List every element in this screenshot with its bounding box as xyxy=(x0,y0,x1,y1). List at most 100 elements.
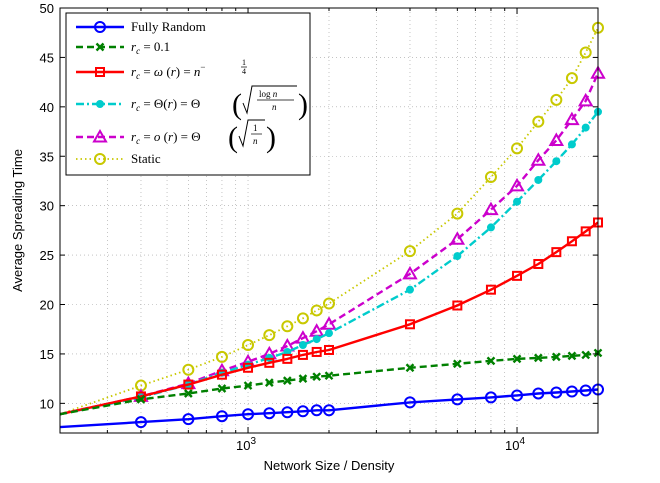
data-point xyxy=(581,123,590,132)
data-point xyxy=(310,304,323,317)
data-point xyxy=(296,405,309,418)
data-point xyxy=(483,201,499,216)
data-point xyxy=(215,410,228,423)
data-point xyxy=(403,245,416,258)
data-point xyxy=(311,346,322,357)
data-point xyxy=(551,352,561,362)
data-point xyxy=(282,353,293,364)
plot-series xyxy=(59,21,606,429)
series-5 xyxy=(59,21,604,416)
series-0 xyxy=(59,383,604,429)
y-tick-label: 35 xyxy=(40,149,54,164)
y-tick-label: 40 xyxy=(40,100,54,115)
legend-sample-marker xyxy=(95,67,105,77)
data-point xyxy=(566,236,577,247)
data-point xyxy=(242,339,255,352)
data-point xyxy=(533,258,544,269)
svg-text:(: ( xyxy=(228,121,238,154)
data-point xyxy=(324,371,334,381)
data-point xyxy=(513,197,522,206)
legend-box xyxy=(65,12,311,176)
series-line-5 xyxy=(59,27,599,416)
svg-text:1: 1 xyxy=(242,58,246,67)
y-tick-label: 25 xyxy=(40,248,54,263)
data-point xyxy=(552,157,561,166)
data-point xyxy=(404,319,415,330)
x-tick-label: 104 xyxy=(505,436,525,453)
svg-text:rc = 0.1: rc = 0.1 xyxy=(131,39,170,56)
data-point xyxy=(216,369,227,380)
svg-text:): ) xyxy=(266,121,276,154)
data-point xyxy=(565,385,578,398)
legend-entry-rc-0-1: rc = 0.1 xyxy=(131,39,170,56)
y-tick-label: 20 xyxy=(40,298,54,313)
y-axis-label: Average Spreading Time xyxy=(10,149,25,292)
data-point xyxy=(323,297,335,310)
data-point xyxy=(486,356,496,366)
data-point xyxy=(298,341,307,350)
y-tick-label: 10 xyxy=(40,396,54,411)
data-point xyxy=(263,407,276,420)
svg-text:n: n xyxy=(272,102,277,112)
svg-text:rc = o (r) = Θ: rc = o (r) = Θ xyxy=(131,129,201,146)
legend-sample-marker xyxy=(94,153,106,165)
series-2 xyxy=(59,217,603,416)
legend-label-static: Static xyxy=(131,151,161,166)
data-point xyxy=(484,391,497,404)
data-point xyxy=(453,252,462,261)
data-point xyxy=(564,111,580,126)
legend-sample-marker xyxy=(96,100,104,108)
y-tick-label: 30 xyxy=(40,199,54,214)
data-point xyxy=(312,335,321,344)
x-axis-label: Network Size / Density xyxy=(264,458,395,473)
legend-sample-marker xyxy=(94,21,106,33)
data-point xyxy=(567,140,576,149)
data-point xyxy=(310,404,323,417)
legend-entry-rc-omega: rc = ω (r) = n− 1 4 xyxy=(131,58,247,81)
data-point xyxy=(567,351,577,361)
data-point xyxy=(452,359,462,369)
series-1 xyxy=(59,348,603,416)
data-point xyxy=(484,171,497,184)
svg-text:n: n xyxy=(253,136,258,146)
data-point xyxy=(323,404,335,417)
data-point xyxy=(243,362,254,373)
data-point xyxy=(136,395,146,404)
data-point xyxy=(403,396,416,409)
svg-text:log n: log n xyxy=(259,89,278,99)
data-point xyxy=(548,132,565,146)
legend-samples xyxy=(76,21,124,165)
data-point xyxy=(579,46,592,59)
svg-text:1: 1 xyxy=(253,123,258,133)
data-point xyxy=(402,265,418,280)
axis-ticks: 10 15 20 25 30 35 40 45 50 103 104 xyxy=(40,1,599,453)
data-point xyxy=(217,384,227,393)
data-point xyxy=(243,381,253,390)
data-point xyxy=(134,416,147,429)
data-point xyxy=(577,92,594,107)
data-point xyxy=(512,270,523,281)
data-point xyxy=(532,115,545,128)
data-point xyxy=(324,344,334,355)
data-point xyxy=(530,152,547,166)
data-point xyxy=(264,357,275,368)
svg-text:(: ( xyxy=(232,88,242,121)
data-point xyxy=(263,329,276,342)
data-point xyxy=(325,329,333,338)
legend-sample-marker xyxy=(92,128,108,143)
data-point xyxy=(308,323,325,337)
legend-entry-fully-random: Fully Random xyxy=(131,19,206,34)
series-line-0 xyxy=(59,388,599,429)
data-point xyxy=(182,363,195,376)
y-tick-label: 15 xyxy=(40,347,54,362)
data-point xyxy=(282,376,292,385)
data-point xyxy=(579,384,592,397)
data-point xyxy=(451,207,464,220)
data-point xyxy=(581,350,591,360)
data-point xyxy=(550,93,563,106)
data-point xyxy=(449,231,466,245)
data-point xyxy=(451,393,464,406)
data-point xyxy=(511,142,524,155)
data-point xyxy=(485,284,496,295)
